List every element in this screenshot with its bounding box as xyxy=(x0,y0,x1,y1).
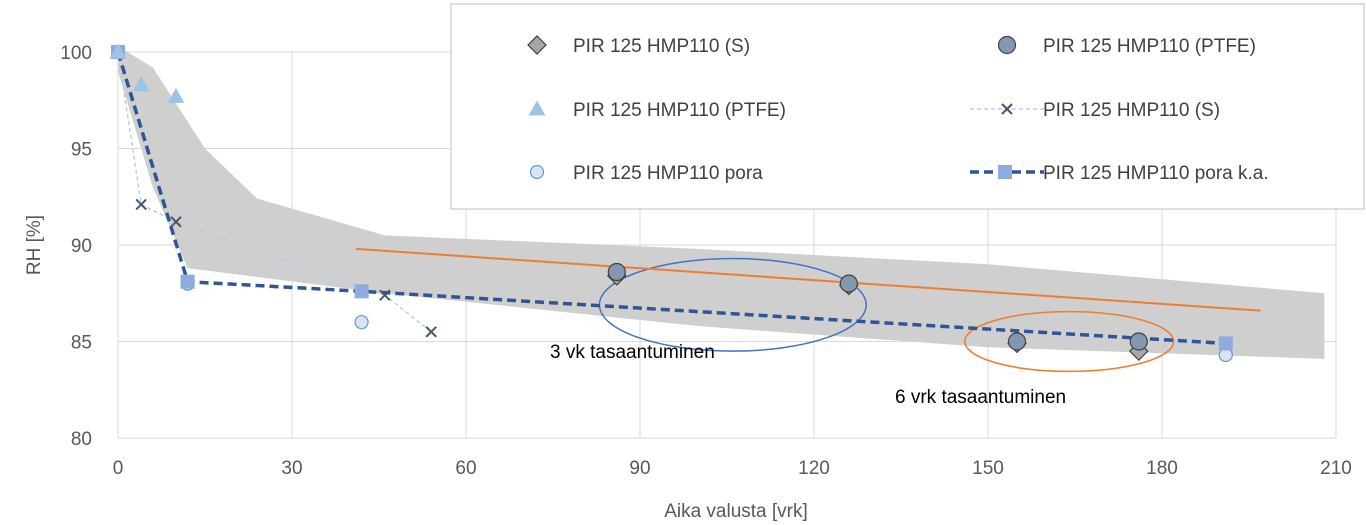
data-point xyxy=(180,274,195,289)
data-point xyxy=(379,289,391,301)
x-marker-stroke xyxy=(425,326,437,338)
trendline xyxy=(355,247,1261,312)
data-point xyxy=(607,262,626,282)
legend-entry: PIR 125 HMP110 (PTFE) xyxy=(1043,36,1256,57)
x-tick-label: 90 xyxy=(629,458,650,479)
x-tick-label: 30 xyxy=(281,458,302,479)
range-band-area xyxy=(118,46,1325,359)
x-tick-label: 0 xyxy=(113,458,124,479)
x-tick-label: 60 xyxy=(455,458,476,479)
data-point xyxy=(1218,336,1233,351)
series-line xyxy=(116,51,1226,346)
data-point xyxy=(839,274,858,293)
data-point xyxy=(1218,347,1233,363)
data-point xyxy=(132,76,150,92)
range-band xyxy=(118,46,1325,359)
data-point xyxy=(1129,332,1148,351)
legend-entry: PIR 125 HMP110 pora xyxy=(573,163,763,184)
x-axis-label: Aika valusta [vrk] xyxy=(664,501,808,522)
series-line xyxy=(117,51,432,333)
x-marker-stroke xyxy=(379,289,391,301)
data-point xyxy=(354,284,369,299)
y-axis-label: RH [%] xyxy=(24,215,45,275)
x-tick-label: 150 xyxy=(972,458,1004,479)
tick-labels: 0 30 60 90 120 150 180 210 80 85 90 95 100 xyxy=(60,43,1352,479)
data-point xyxy=(109,43,127,59)
data-point xyxy=(1007,332,1027,351)
x-tick-label: 180 xyxy=(1146,458,1178,479)
x-tick-label: 210 xyxy=(1320,458,1352,479)
y-tick-label: 95 xyxy=(71,140,92,161)
y-tick-label: 90 xyxy=(71,236,92,257)
x-marker-stroke xyxy=(135,198,147,211)
legend-marker xyxy=(1001,103,1013,115)
y-tick-label: 85 xyxy=(71,333,92,354)
annotation-texts: 3 vk tasaantuminen 6 vrk tasaantuminen xyxy=(550,342,1066,408)
x-marker-stroke xyxy=(170,216,182,228)
legend-marker xyxy=(529,164,545,180)
legend-marker xyxy=(527,35,547,55)
x-marker-stroke xyxy=(1001,103,1013,115)
trendline-line xyxy=(355,247,1261,312)
legend-marker xyxy=(528,100,546,116)
legend-entry: PIR 125 HMP110 (S) xyxy=(573,36,750,57)
legend-marker xyxy=(997,35,1017,55)
x-tick-label: 120 xyxy=(798,458,830,479)
data-point xyxy=(354,315,369,330)
legend-marker xyxy=(998,165,1012,179)
annotation-ellipse xyxy=(964,310,1175,373)
annotation-text: 3 vk tasaantuminen xyxy=(550,342,715,363)
legend-entry: PIR 125 HMP110 (S) xyxy=(1043,100,1220,121)
data-point xyxy=(167,87,185,103)
data-series xyxy=(109,43,1233,363)
y-tick-label: 100 xyxy=(60,43,92,64)
legend-entry: PIR 125 HMP110 pora k.a. xyxy=(1043,163,1269,184)
legend-box xyxy=(450,3,1365,210)
data-point xyxy=(170,216,182,228)
y-tick-label: 80 xyxy=(71,429,92,450)
data-point xyxy=(425,326,437,338)
legend: PIR 125 HMP110 (S) PIR 125 HMP110 (PTFE) P… xyxy=(450,3,1365,210)
data-point xyxy=(135,198,147,211)
legend-entry: PIR 125 HMP110 (PTFE) xyxy=(573,100,786,121)
annotation-text: 6 vrk tasaantuminen xyxy=(895,387,1066,408)
